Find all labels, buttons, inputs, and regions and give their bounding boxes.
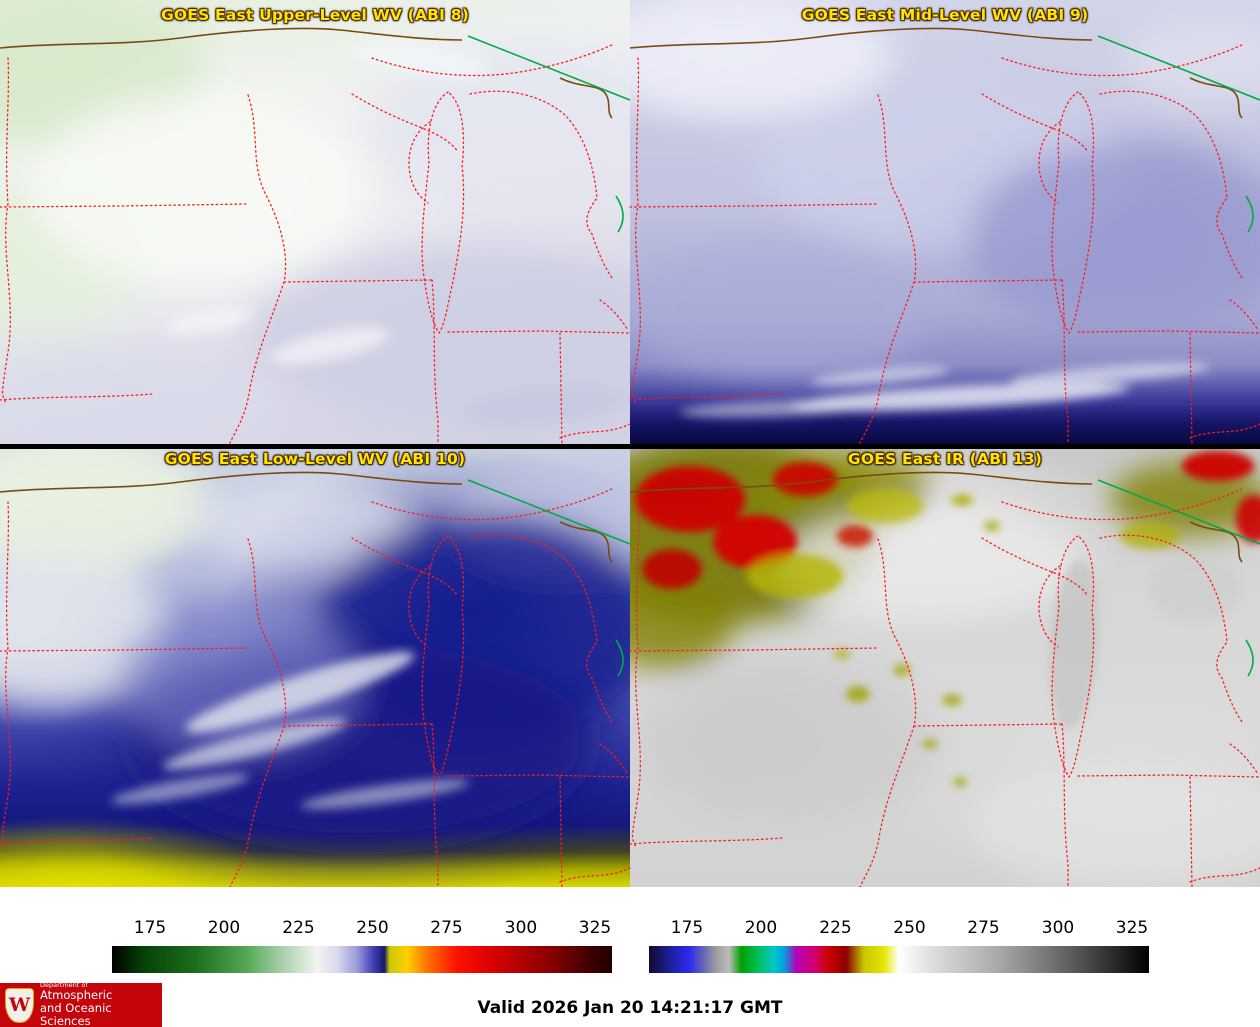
moisture-field: [0, 0, 630, 444]
aos-logo: W Department of Atmospheric and Oceanic …: [0, 981, 162, 1027]
panel-upper-level-wv: GOES East Upper-Level WV (ABI 8): [0, 0, 630, 444]
logo-line-1: Atmospheric: [40, 988, 113, 1003]
uw-crest-icon: W: [5, 987, 34, 1023]
moisture-field: [0, 444, 630, 844]
tick-label: 175: [670, 918, 704, 938]
tick-label: 275: [967, 918, 1000, 938]
wv-colorbar-gradient: [112, 946, 612, 973]
colorbar-wv: 175 200 225 250 275 300 325: [112, 918, 612, 973]
panel-title: GOES East Low-Level WV (ABI 10): [164, 450, 466, 468]
tick-label: 225: [819, 918, 852, 938]
panel-title: GOES East Mid-Level WV (ABI 9): [801, 6, 1089, 24]
logo-dept-line: Department of: [40, 981, 88, 990]
ir-colorbar-ticks: 175 200 225 250 275 300 325: [649, 918, 1149, 940]
ir-colorbar-gradient: [649, 946, 1149, 973]
tick-label: 250: [893, 918, 926, 938]
logo-line-2: and Oceanic Sciences: [40, 1001, 112, 1027]
tick-label: 250: [356, 918, 389, 938]
tick-label: 300: [504, 918, 538, 938]
tick-label: 325: [1115, 918, 1149, 938]
tick-label: 200: [744, 918, 778, 938]
tick-label: 175: [133, 918, 167, 938]
crest-letter: W: [8, 993, 31, 1016]
tick-label: 275: [430, 918, 463, 938]
tick-label: 225: [282, 918, 315, 938]
panel-title: GOES East IR (ABI 13): [847, 450, 1043, 468]
image-grid: GOES East Upper-Level WV (ABI 8): [0, 0, 1260, 887]
tick-label: 200: [207, 918, 241, 938]
low-wv-imagery: [0, 444, 630, 844]
tick-label: 300: [1041, 918, 1075, 938]
panel-low-level-wv: GOES East Low-Level WV (ABI 10): [0, 444, 630, 887]
footer: W Department of Atmospheric and Oceanic …: [0, 973, 1260, 1027]
aos-logo-text: Department of Atmospheric and Oceanic Sc…: [40, 981, 162, 1027]
panel-ir: GOES East IR (ABI 13): [630, 444, 1260, 887]
panel-title: GOES East Upper-Level WV (ABI 8): [160, 6, 470, 24]
upper-wv-imagery: [0, 0, 630, 444]
ir-imagery: [630, 444, 1260, 884]
valid-time: Valid 2026 Jan 20 14:21:17 GMT: [477, 998, 783, 1018]
mid-wv-imagery: [630, 0, 1260, 418]
tick-label: 325: [578, 918, 612, 938]
panel-mid-level-wv: GOES East Mid-Level WV (ABI 9): [630, 0, 1260, 444]
wv-colorbar-ticks: 175 200 225 250 275 300 325: [112, 918, 612, 940]
colorbar-ir: 175 200 225 250 275 300 325: [649, 918, 1149, 973]
moisture-field: [630, 0, 1260, 381]
colorbars-row: 175 200 225 250 275 300 325 175 200 225 …: [0, 887, 1260, 973]
